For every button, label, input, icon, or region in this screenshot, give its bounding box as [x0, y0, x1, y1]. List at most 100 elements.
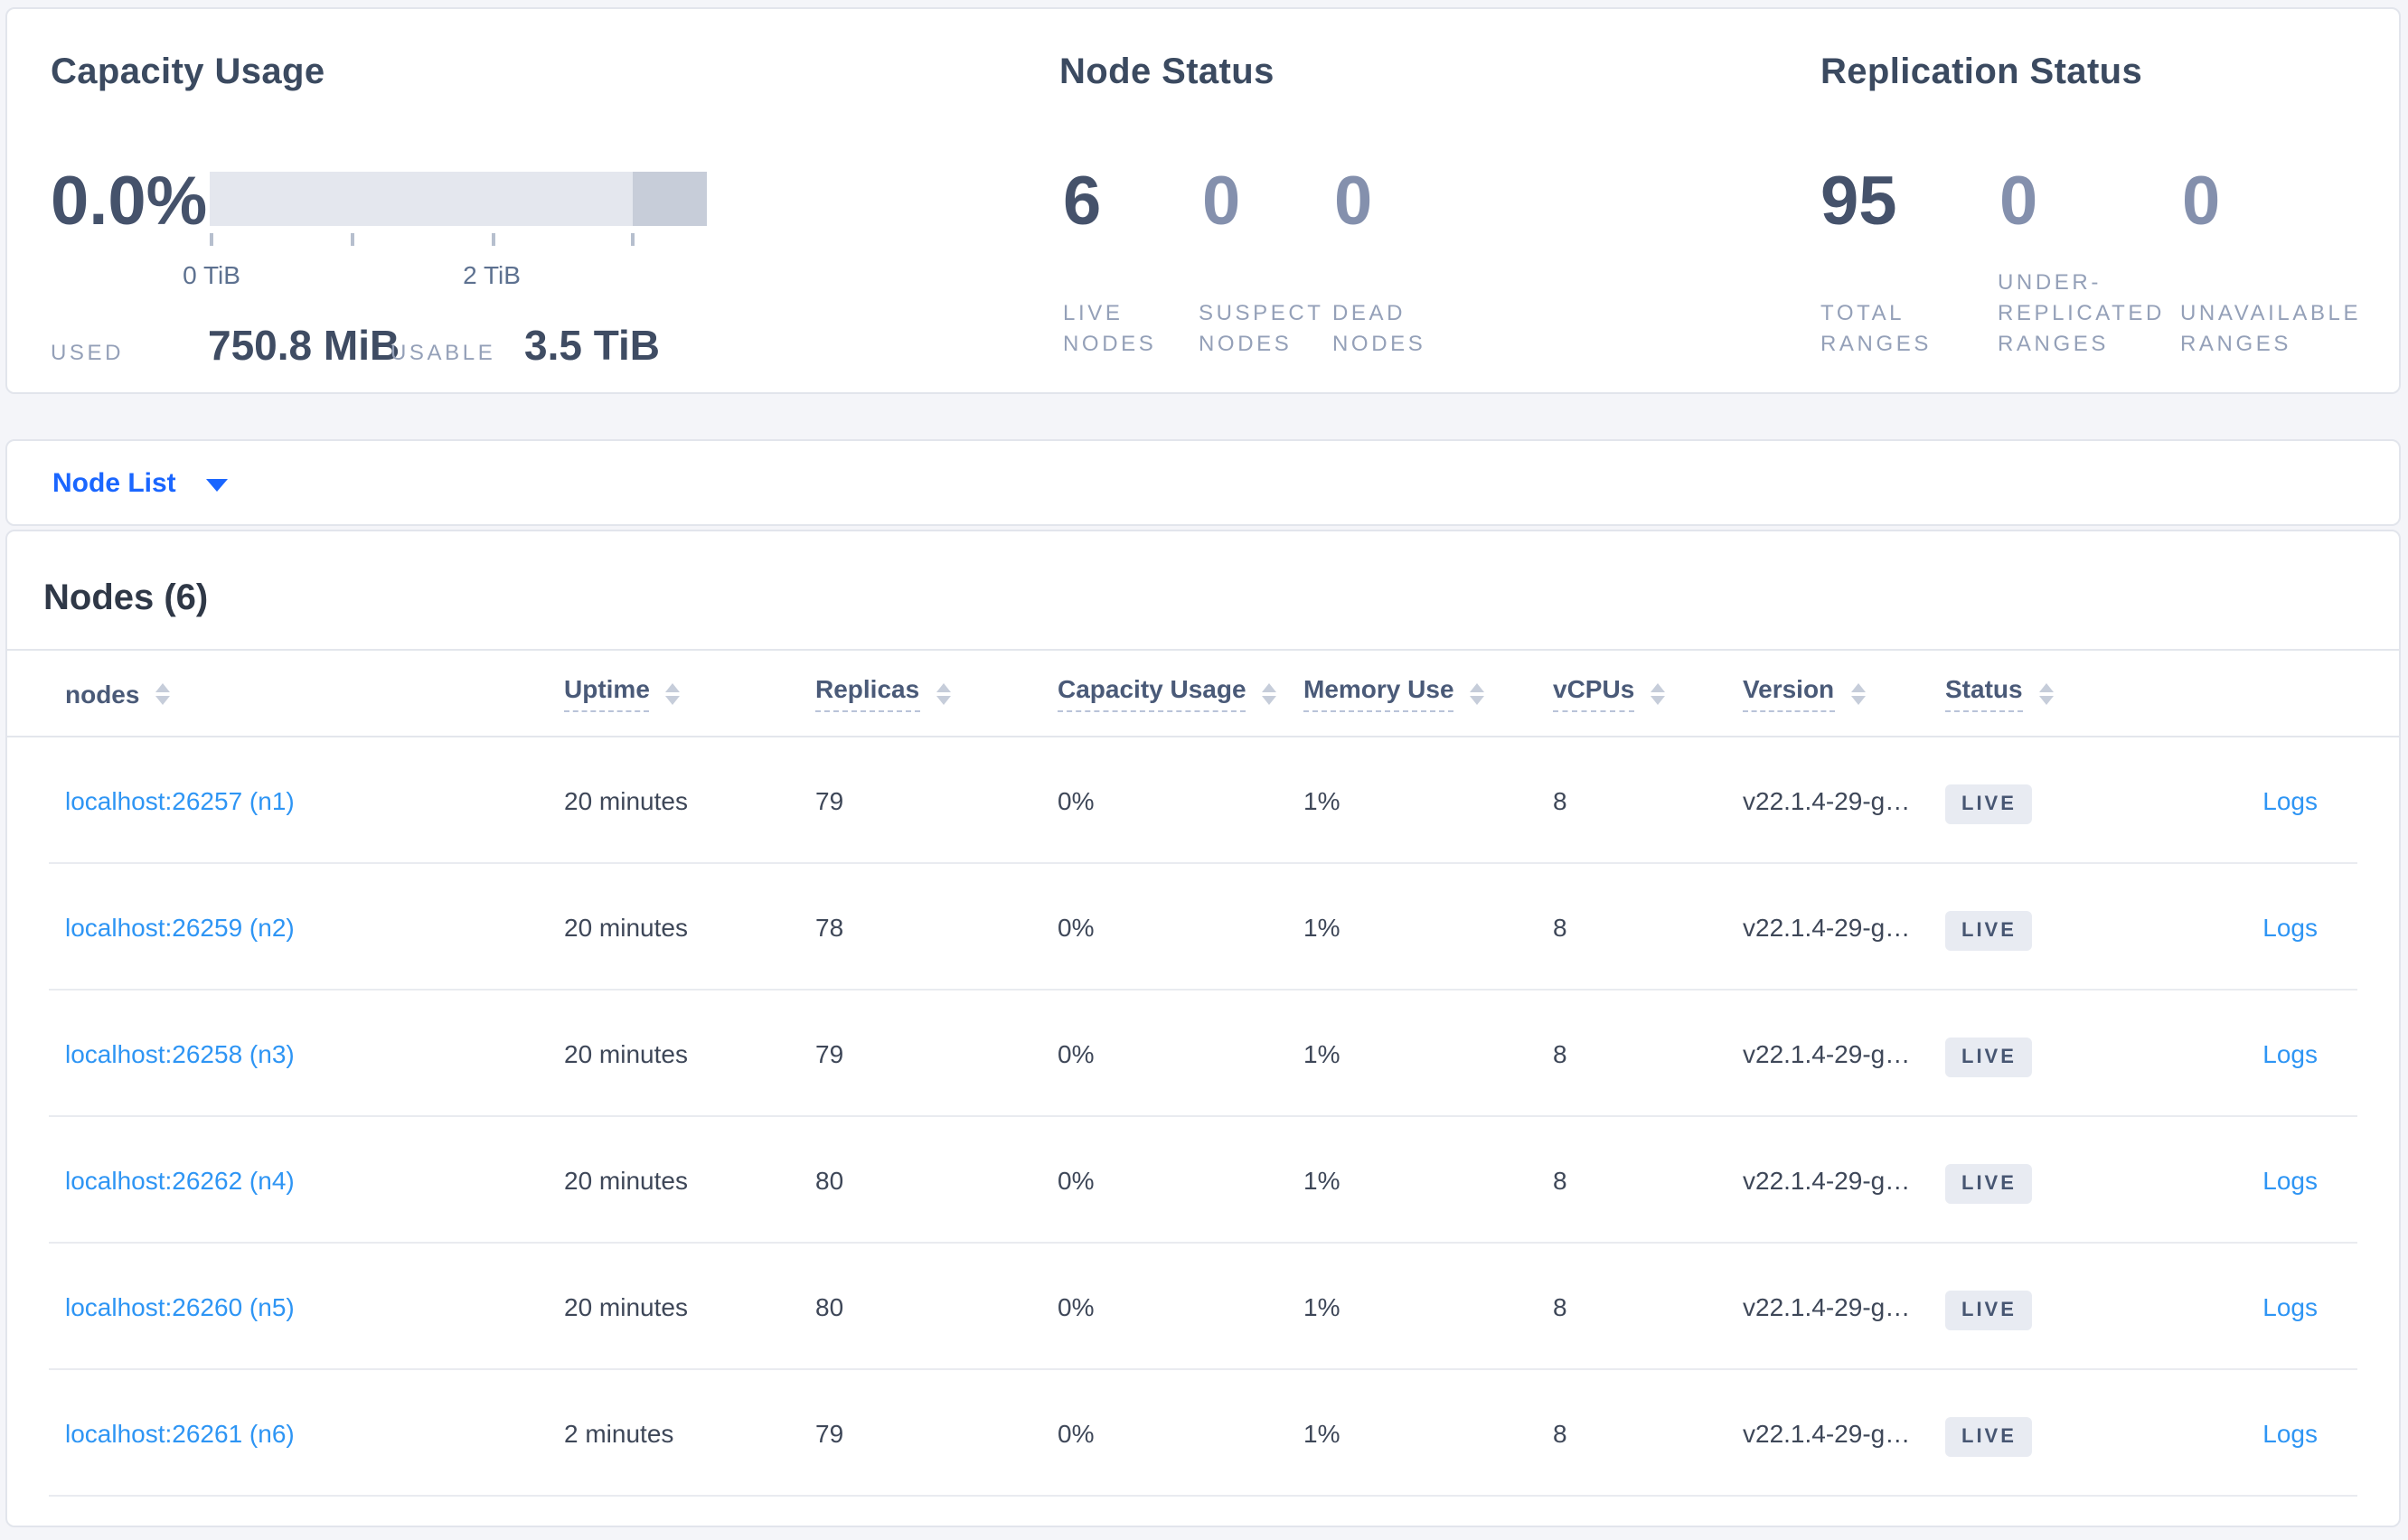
- capacity-axis-tick: [210, 233, 213, 246]
- row-divider: [49, 1368, 2357, 1370]
- replicas-value: 80: [815, 1166, 844, 1195]
- column-header-status[interactable]: Status: [1945, 651, 2054, 736]
- node-link[interactable]: localhost:26257 (n1): [65, 786, 295, 815]
- sort-icon: [155, 682, 171, 704]
- vcpus-value: 8: [1553, 1419, 1567, 1448]
- sort-icon: [1262, 682, 1277, 704]
- logs-link[interactable]: Logs: [2262, 1419, 2318, 1448]
- column-header-capacity-usage[interactable]: Capacity Usage: [1058, 651, 1277, 736]
- capacity-value: 0%: [1058, 1039, 1095, 1068]
- capacity-value: 0%: [1058, 1419, 1095, 1448]
- capacity-value: 0%: [1058, 1292, 1095, 1321]
- node-list-dropdown-label: Node List: [52, 467, 176, 498]
- memory-value: 1%: [1303, 1292, 1340, 1321]
- vcpus-value: 8: [1553, 1039, 1567, 1068]
- version-value: v22.1.4-29-g…: [1743, 1292, 1911, 1321]
- sort-icon: [665, 682, 681, 704]
- row-divider: [49, 1495, 2357, 1497]
- row-divider: [49, 989, 2357, 991]
- node-link[interactable]: localhost:26258 (n3): [65, 1039, 295, 1068]
- row-divider: [49, 862, 2357, 864]
- used-label: USED: [51, 340, 125, 365]
- table-row: localhost:26258 (n3) 20 minutes 79 0% 1%…: [7, 991, 2399, 1117]
- live-nodes-label: LIVE NODES: [1063, 300, 1157, 356]
- uptime-value: 2 minutes: [564, 1419, 674, 1448]
- table-row: localhost:26257 (n1) 20 minutes 79 0% 1%…: [7, 737, 2399, 864]
- logs-link[interactable]: Logs: [2262, 1166, 2318, 1195]
- capacity-value: 0%: [1058, 786, 1095, 815]
- logs-link[interactable]: Logs: [2262, 1292, 2318, 1321]
- table-row: localhost:26260 (n5) 20 minutes 80 0% 1%…: [7, 1244, 2399, 1370]
- status-badge: LIVE: [1945, 784, 2033, 824]
- suspect-nodes-count: 0: [1202, 164, 1241, 240]
- nodes-table-panel: Nodes (6) nodes Uptime Replicas Capacity…: [5, 530, 2401, 1527]
- under-replicated-ranges-count: 0: [1999, 164, 2038, 240]
- capacity-axis-label-0: 0 TiB: [183, 260, 240, 289]
- replicas-value: 80: [815, 1292, 844, 1321]
- capacity-value: 0%: [1058, 1166, 1095, 1195]
- total-ranges-count: 95: [1820, 164, 1897, 240]
- dead-nodes-label: DEAD NODES: [1332, 300, 1426, 356]
- column-header-memory-use[interactable]: Memory Use: [1303, 651, 1485, 736]
- capacity-usage-title: Capacity Usage: [51, 52, 325, 92]
- uptime-value: 20 minutes: [564, 786, 688, 815]
- version-value: v22.1.4-29-g…: [1743, 1419, 1911, 1448]
- node-list-dropdown[interactable]: Node List: [52, 441, 229, 524]
- capacity-usage-bar-reserved-segment: [633, 172, 707, 226]
- column-header-nodes[interactable]: nodes: [65, 651, 171, 736]
- logs-link[interactable]: Logs: [2262, 1039, 2318, 1068]
- memory-value: 1%: [1303, 1166, 1340, 1195]
- version-value: v22.1.4-29-g…: [1743, 913, 1911, 942]
- capacity-axis-tick: [631, 233, 635, 246]
- node-link[interactable]: localhost:26261 (n6): [65, 1419, 295, 1448]
- column-header-uptime[interactable]: Uptime: [564, 651, 681, 736]
- table-row: localhost:26262 (n4) 20 minutes 80 0% 1%…: [7, 1117, 2399, 1244]
- nodes-table-title: Nodes (6): [43, 578, 209, 618]
- nodes-table-header: nodes Uptime Replicas Capacity Usage Mem…: [7, 649, 2399, 737]
- used-value: 750.8 MiB: [208, 322, 400, 369]
- column-header-vcpus[interactable]: vCPUs: [1553, 651, 1666, 736]
- node-link[interactable]: localhost:26260 (n5): [65, 1292, 295, 1321]
- column-header-replicas[interactable]: Replicas: [815, 651, 951, 736]
- capacity-usage-bar: [210, 172, 707, 226]
- vcpus-value: 8: [1553, 913, 1567, 942]
- row-divider: [49, 1242, 2357, 1244]
- status-badge: LIVE: [1945, 1417, 2033, 1457]
- status-badge: LIVE: [1945, 1291, 2033, 1330]
- row-divider: [49, 1115, 2357, 1117]
- table-row: localhost:26259 (n2) 20 minutes 78 0% 1%…: [7, 864, 2399, 991]
- replicas-value: 78: [815, 913, 844, 942]
- dead-nodes-count: 0: [1334, 164, 1373, 240]
- sort-icon: [1651, 682, 1666, 704]
- memory-value: 1%: [1303, 1419, 1340, 1448]
- memory-value: 1%: [1303, 786, 1340, 815]
- node-link[interactable]: localhost:26259 (n2): [65, 913, 295, 942]
- status-badge: LIVE: [1945, 1038, 2033, 1077]
- capacity-axis-tick: [351, 233, 354, 246]
- replicas-value: 79: [815, 1419, 844, 1448]
- chevron-down-icon: [206, 478, 229, 491]
- logs-link[interactable]: Logs: [2262, 913, 2318, 942]
- replication-status-title: Replication Status: [1820, 52, 2143, 92]
- logs-link[interactable]: Logs: [2262, 786, 2318, 815]
- uptime-value: 20 minutes: [564, 1039, 688, 1068]
- version-value: v22.1.4-29-g…: [1743, 1166, 1911, 1195]
- version-value: v22.1.4-29-g…: [1743, 1039, 1911, 1068]
- live-nodes-count: 6: [1063, 164, 1102, 240]
- capacity-value: 0%: [1058, 913, 1095, 942]
- total-ranges-label: TOTAL RANGES: [1820, 300, 1932, 356]
- uptime-value: 20 minutes: [564, 1292, 688, 1321]
- uptime-value: 20 minutes: [564, 1166, 688, 1195]
- column-header-version[interactable]: Version: [1743, 651, 1866, 736]
- capacity-usage-percent: 0.0%: [51, 164, 208, 240]
- status-badge: LIVE: [1945, 1164, 2033, 1204]
- memory-value: 1%: [1303, 1039, 1340, 1068]
- sort-icon: [1470, 682, 1485, 704]
- usable-value: 3.5 TiB: [524, 322, 660, 369]
- unavailable-ranges-count: 0: [2182, 164, 2221, 240]
- vcpus-value: 8: [1553, 1292, 1567, 1321]
- replicas-value: 79: [815, 1039, 844, 1068]
- node-link[interactable]: localhost:26262 (n4): [65, 1166, 295, 1195]
- memory-value: 1%: [1303, 913, 1340, 942]
